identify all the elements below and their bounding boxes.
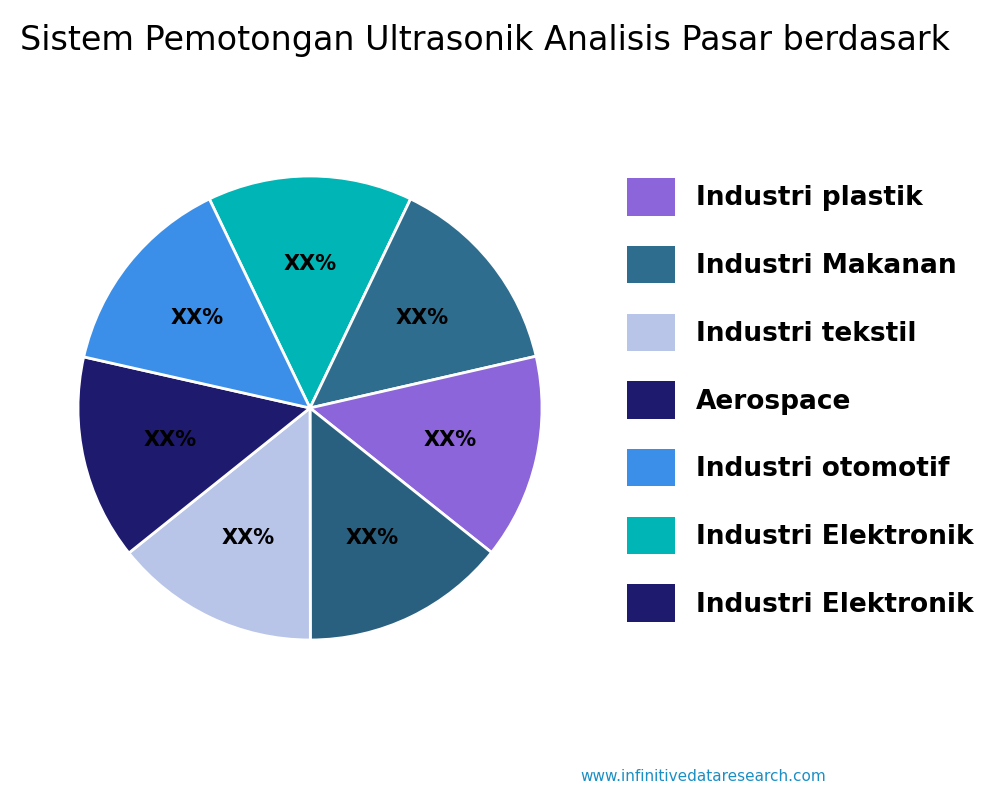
Text: XX%: XX% (171, 309, 224, 329)
Wedge shape (209, 176, 411, 408)
Wedge shape (310, 199, 536, 408)
Wedge shape (310, 408, 492, 640)
Wedge shape (78, 357, 310, 553)
Wedge shape (84, 199, 310, 408)
Text: XX%: XX% (221, 528, 274, 548)
Text: Sistem Pemotongan Ultrasonik Analisis Pasar berdasark: Sistem Pemotongan Ultrasonik Analisis Pa… (20, 24, 950, 57)
Text: XX%: XX% (396, 308, 449, 328)
Text: XX%: XX% (424, 430, 477, 450)
Wedge shape (129, 408, 310, 640)
Text: XX%: XX% (346, 527, 399, 547)
Text: XX%: XX% (283, 254, 337, 274)
Text: XX%: XX% (143, 430, 196, 450)
Text: www.infinitivedataresearch.com: www.infinitivedataresearch.com (580, 769, 826, 784)
Wedge shape (310, 356, 542, 553)
Legend: Industri plastik, Industri Makanan, Industri tekstil, Aerospace, Industri otomot: Industri plastik, Industri Makanan, Indu… (614, 165, 987, 635)
